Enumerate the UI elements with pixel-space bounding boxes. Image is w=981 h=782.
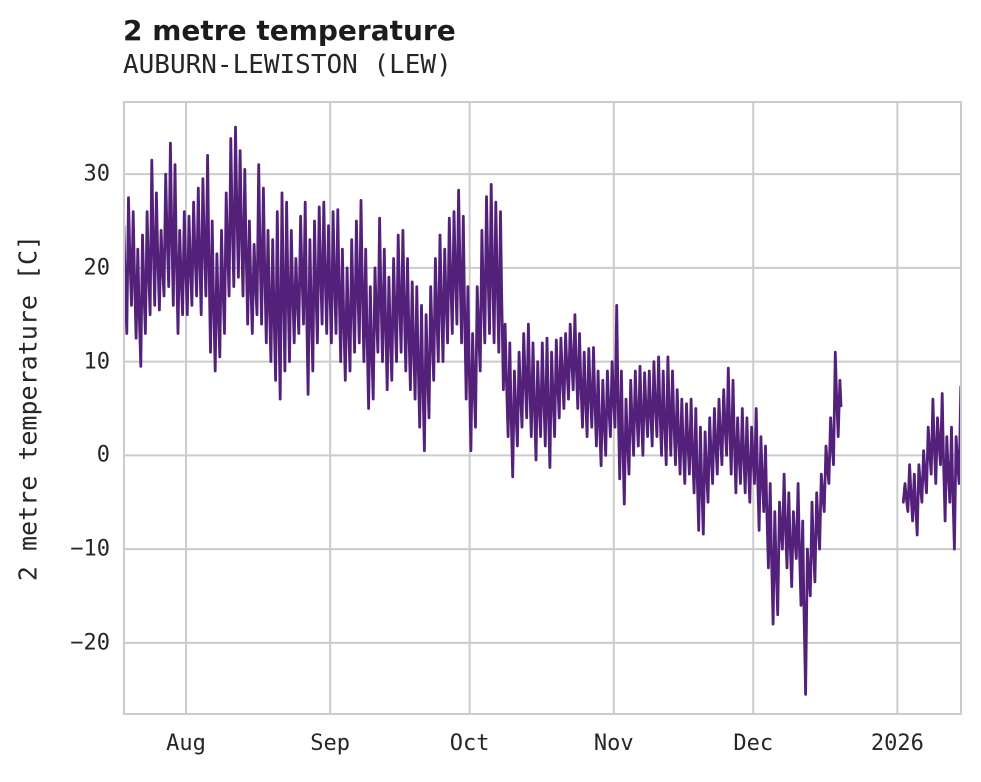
x-tick-label: Dec [733,731,774,756]
y-axis-label: 2 metre temperature [C] [13,234,43,582]
plot-border [123,101,962,715]
y-tick-label: 0 [96,442,110,468]
x-tick-label: Aug [166,731,206,756]
x-tick-label: Oct [449,731,490,756]
y-tick-label: 20 [83,255,111,281]
temperature-line [901,385,962,551]
chart-title: 2 metre temperature [123,14,456,47]
y-tick-label: 30 [83,161,111,187]
x-tick-label: Nov [593,731,634,756]
y-tick-label: −20 [70,630,110,656]
y-tick-label: −10 [70,536,110,562]
plot-wrap [123,101,962,715]
plot-area [123,101,962,715]
x-tick-label: Sep [310,731,350,756]
temperature-line [123,125,843,696]
y-tick-label: 10 [83,349,111,375]
chart-subtitle: AUBURN-LEWISTON (LEW) [123,50,452,80]
x-tick-label: 2026 [870,731,924,756]
